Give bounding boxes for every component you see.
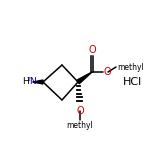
Text: O: O <box>104 67 112 77</box>
Polygon shape <box>33 80 43 84</box>
Polygon shape <box>77 72 92 84</box>
Text: O: O <box>76 106 84 116</box>
Text: HCl: HCl <box>123 77 143 87</box>
Text: methyl: methyl <box>117 62 144 71</box>
Text: methyl: methyl <box>67 121 93 130</box>
Text: N: N <box>29 78 36 86</box>
Text: H: H <box>22 78 29 86</box>
Text: O: O <box>88 45 96 55</box>
Text: 2: 2 <box>26 77 31 82</box>
